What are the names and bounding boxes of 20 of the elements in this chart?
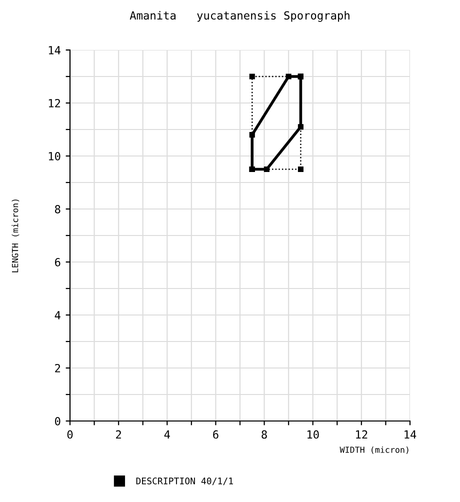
x-tick-label: 10: [308, 430, 319, 439]
y-axis-title: LENGTH (micron): [12, 200, 20, 272]
x-tick-label: 12: [356, 430, 368, 439]
y-tick-label: 14: [48, 46, 60, 54]
x-tick-label: 2: [116, 430, 121, 439]
x-tick-label: 4: [164, 430, 170, 439]
x-tick-label: 0: [67, 430, 73, 439]
y-tick-label: 2: [55, 364, 60, 372]
x-axis-title: WIDTH (micron): [340, 446, 408, 454]
chart-title: Amanita yucatanensis Sporograph: [130, 11, 350, 22]
y-tick-label: 8: [54, 205, 60, 214]
legend-label: DESCRIPTION 40/1/1: [136, 478, 233, 486]
y-tick-label: 12: [48, 99, 60, 108]
y-tick-label: 6: [55, 258, 60, 266]
x-tick-label: 8: [262, 430, 267, 439]
x-tick-label: 14: [404, 430, 416, 439]
x-tick-label: 6: [213, 430, 218, 439]
y-tick-label: 4: [54, 311, 60, 320]
y-tick-label: 10: [48, 152, 60, 160]
y-tick-label: 0: [55, 417, 60, 426]
